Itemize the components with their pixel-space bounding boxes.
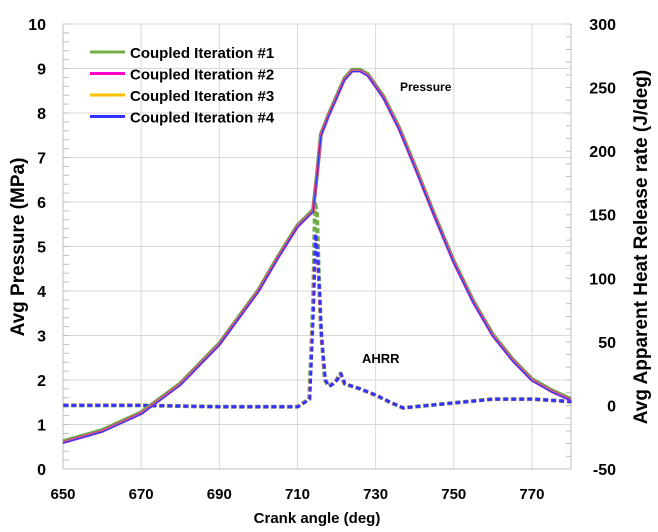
y-right-tick-label: 300 — [589, 17, 616, 34]
legend-label-iteration-1: Coupled Iteration #1 — [130, 45, 274, 62]
y-left-tick-label: 1 — [37, 418, 46, 435]
y-axis-left-label: Avg Pressure (MPa) — [8, 158, 29, 337]
y-right-tick-label: -50 — [593, 462, 616, 479]
x-tick-label: 670 — [129, 486, 154, 503]
annotation-pressure: Pressure — [400, 80, 452, 94]
y-left-tick-label: 6 — [37, 195, 46, 212]
x-axis-label: Crank angle (deg) — [254, 510, 381, 527]
legend-label-iteration-4: Coupled Iteration #4 — [130, 110, 275, 127]
pressure-line-iteration-4 — [62, 70, 572, 444]
y-right-tick-label: 200 — [589, 144, 616, 161]
y-right-tick-label: 50 — [598, 335, 616, 352]
x-tick-label: 770 — [519, 486, 544, 503]
y-left-tick-label: 3 — [37, 329, 46, 346]
annotation-ahrr: AHRR — [362, 351, 400, 366]
x-tick-label: 690 — [207, 486, 232, 503]
x-tick-label: 650 — [50, 486, 75, 503]
x-tick-label: 750 — [441, 486, 466, 503]
legend-label-iteration-3: Coupled Iteration #3 — [130, 88, 274, 105]
legend: Coupled Iteration #1 Coupled Iteration #2… — [90, 45, 275, 127]
y-right-tick-label: 150 — [589, 208, 616, 225]
y-right-tick-label: 250 — [589, 81, 616, 98]
y-left-tick-label: 0 — [37, 462, 46, 479]
y-left-tick-label: 9 — [37, 62, 46, 79]
ahrr-line-iteration-1 — [63, 200, 572, 410]
y-left-tick-label: 7 — [37, 151, 46, 168]
y-left-tick-label: 8 — [37, 106, 46, 123]
y-right-tick-label: 100 — [589, 271, 616, 288]
x-tick-label: 710 — [285, 486, 310, 503]
legend-label-iteration-2: Coupled Iteration #2 — [130, 67, 274, 84]
x-tick-label: 730 — [363, 486, 388, 503]
y-left-tick-label: 4 — [37, 284, 46, 301]
y-left-tick-label: 10 — [28, 17, 46, 34]
ahrr-line-iteration-4 — [63, 232, 572, 410]
y-right-tick-label: 0 — [607, 398, 616, 415]
y-left-tick-label: 5 — [37, 240, 46, 257]
y-left-tick-label: 2 — [37, 373, 46, 390]
y-axis-right-label: Avg Apparent Heat Release rate (J/deg) — [631, 70, 652, 424]
